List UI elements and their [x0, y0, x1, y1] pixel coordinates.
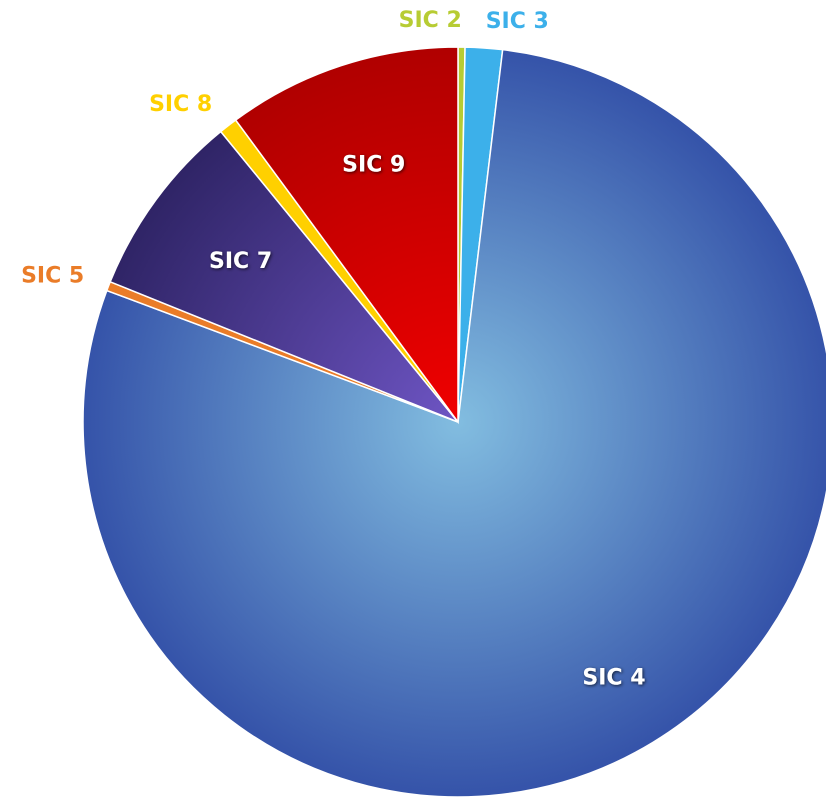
slice-label: SIC 7 — [209, 249, 272, 274]
slice-label: SIC 3 — [486, 9, 549, 34]
slice-label: SIC 2 — [399, 8, 462, 33]
slice-label: SIC 5 — [21, 264, 84, 289]
pie-slice — [82, 48, 826, 798]
slice-label: SIC 4 — [582, 665, 645, 690]
slice-label: SIC 8 — [149, 92, 212, 117]
slice-label: SIC 9 — [342, 152, 405, 177]
pie-slice — [234, 46, 459, 425]
pie-slice — [109, 130, 459, 423]
